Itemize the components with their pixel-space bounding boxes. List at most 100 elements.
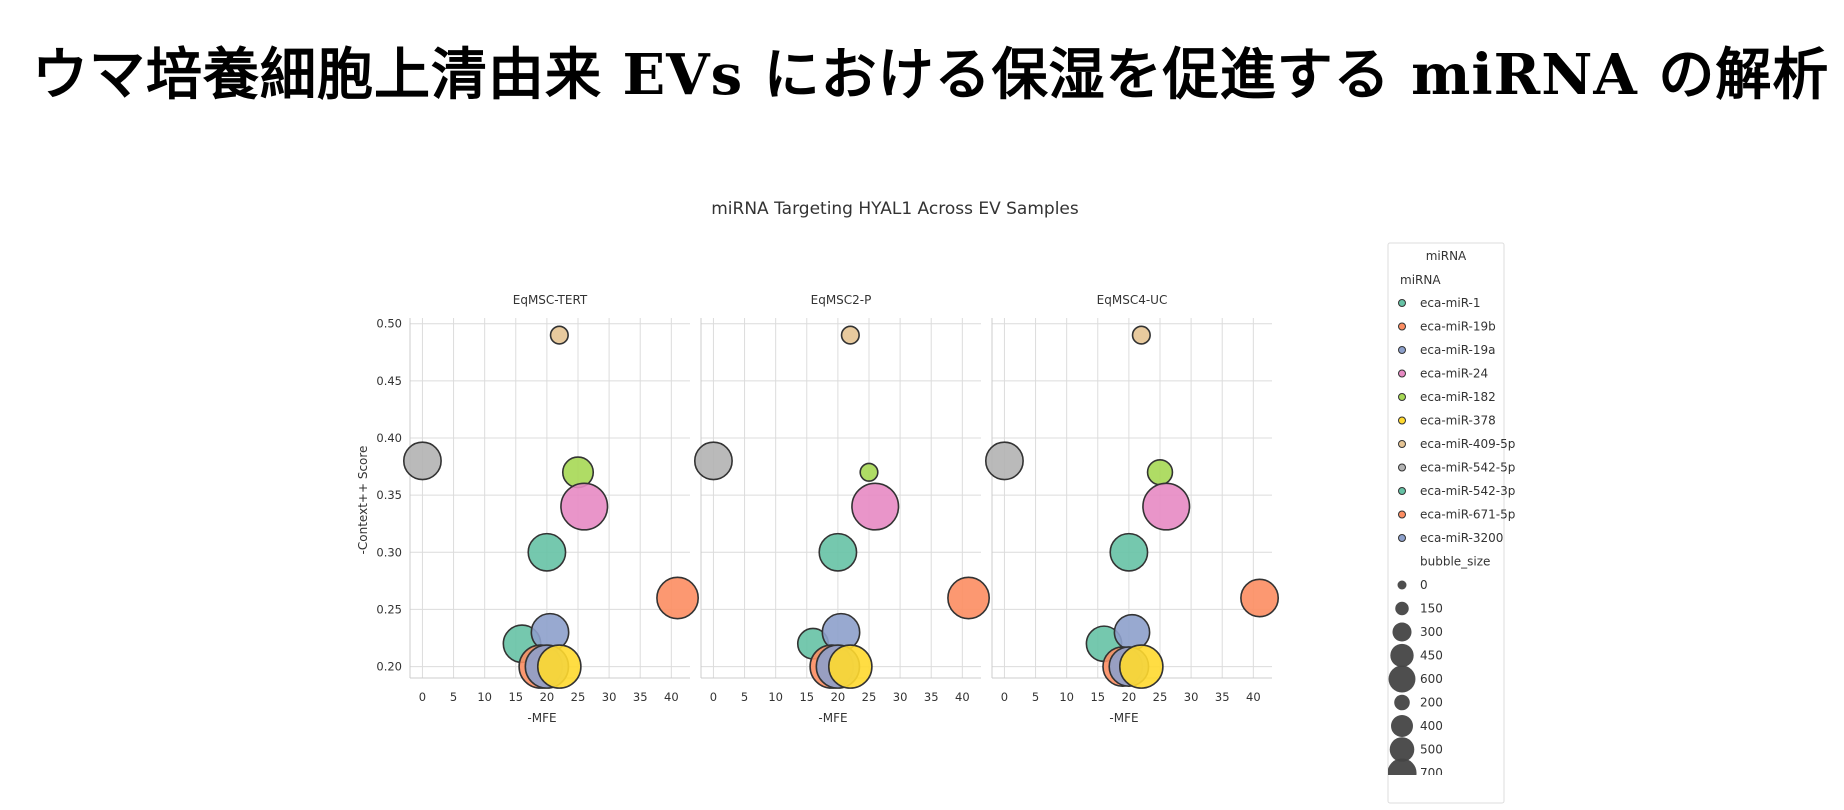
y-tick-label: 0.40	[376, 431, 402, 445]
x-tick-label: 35	[924, 690, 939, 704]
legend-marker	[1398, 346, 1406, 354]
bubble-point	[1109, 532, 1149, 572]
x-tick-label: 10	[768, 690, 783, 704]
bubble-point	[859, 462, 879, 482]
x-axis-label: -MFE	[527, 711, 556, 725]
cut-off-text	[155, 788, 1655, 810]
legend-size-label: 200	[1420, 696, 1443, 710]
legend-item-label: eca-miR-19b	[1420, 320, 1496, 334]
legend-marker	[1398, 393, 1406, 401]
bubble-point	[1118, 644, 1164, 689]
y-axis-label: -Context++ Score	[356, 446, 370, 555]
x-tick-label: 30	[1184, 690, 1199, 704]
legend-size-label: 0	[1420, 578, 1428, 592]
x-tick-label: 0	[1001, 690, 1008, 704]
legend-item-label: eca-miR-3200	[1420, 531, 1503, 545]
x-tick-label: 15	[799, 690, 814, 704]
bubble-point	[693, 441, 733, 481]
y-tick-label: 0.20	[376, 660, 402, 674]
legend-item-label: eca-miR-671-5p	[1420, 508, 1515, 522]
bubble-point	[536, 644, 582, 689]
legend-marker	[1398, 322, 1406, 331]
page-title: ウマ培養細胞上清由来 EVs における保湿を促進する miRNA の解析	[32, 42, 1830, 108]
legend-hue-title: miRNA	[1400, 273, 1441, 287]
legend-item-label: eca-miR-542-5p	[1420, 461, 1515, 475]
legend-size-title: bubble_size	[1420, 555, 1490, 569]
legend-size-label: 600	[1420, 672, 1443, 686]
x-tick-label: 35	[1215, 690, 1230, 704]
bubble-point	[984, 441, 1024, 481]
legend-marker	[1398, 463, 1406, 472]
legend-title: miRNA	[1426, 249, 1467, 263]
chart-panel: EqMSC2-P 0 5 10 15 20 25 30 35 40	[693, 293, 990, 704]
y-tick-label: 0.25	[376, 602, 402, 616]
bubble-point	[1142, 482, 1191, 531]
x-tick-label: 10	[1059, 690, 1074, 704]
legend-size-marker	[1388, 665, 1416, 693]
chart-legend: miRNA miRNA eca-miR-1 eca-miR-19b eca-miR-19…	[1387, 242, 1515, 804]
x-tick-label: 35	[633, 690, 648, 704]
legend-frame	[1387, 242, 1505, 804]
x-tick-label: 40	[955, 690, 970, 704]
x-axis-label: -MFE	[818, 711, 847, 725]
legend-item-label: eca-miR-378	[1420, 414, 1496, 428]
legend-size-label: 450	[1420, 649, 1443, 663]
legend-size-label: 400	[1420, 719, 1443, 733]
y-tick-label: 0.35	[376, 488, 402, 502]
legend-marker	[1398, 299, 1406, 307]
legend-size-marker	[1397, 580, 1407, 590]
bubble-point	[549, 325, 569, 345]
x-tick-label: 25	[1153, 690, 1168, 704]
legend-item-label: eca-miR-409-5p	[1420, 437, 1515, 451]
legend-marker	[1398, 510, 1406, 519]
bubble-point	[1240, 578, 1280, 618]
legend-size-marker	[1391, 715, 1413, 737]
bubble-point	[851, 482, 900, 531]
bubble-point	[1146, 459, 1174, 486]
bubble-point	[818, 532, 858, 572]
chart-panel: EqMSC4-UC 0 5 10 15 20 25 30 35 40	[984, 293, 1280, 704]
legend-size-label: 700	[1420, 766, 1443, 780]
legend-size-marker	[1388, 758, 1417, 775]
legend-size-marker	[1392, 622, 1412, 642]
x-tick-label: 20	[1122, 690, 1137, 704]
y-tick-label: 0.50	[376, 317, 402, 331]
panel-title: EqMSC-TERT	[513, 293, 588, 307]
x-axis-label: -MFE	[1109, 711, 1138, 725]
chart-panels: EqMSC-TERT 0 5 10 15 20 25 30 35 40 0.20 0.25 0.30 0.…	[376, 293, 1280, 704]
x-tick-label: 25	[571, 690, 586, 704]
x-tick-label: 15	[1090, 690, 1105, 704]
legend-size-label: 150	[1420, 602, 1443, 616]
legend-size-group: 0 150 300 450 600 200 400 500 700	[1388, 578, 1443, 780]
x-tick-label: 5	[741, 690, 748, 704]
panel-title: EqMSC2-P	[811, 293, 872, 307]
legend-marker	[1398, 487, 1406, 495]
x-tick-label: 40	[1246, 690, 1261, 704]
x-tick-label: 10	[477, 690, 492, 704]
legend-item-label: eca-miR-182	[1420, 390, 1496, 404]
legend-item-label: eca-miR-1	[1420, 296, 1481, 310]
x-tick-label: 40	[664, 690, 679, 704]
legend-marker	[1398, 369, 1406, 378]
chart-title: miRNA Targeting HYAL1 Across EV Samples	[711, 199, 1079, 219]
legend-size-label: 300	[1420, 625, 1443, 639]
x-tick-label: 15	[508, 690, 523, 704]
x-tick-label: 20	[540, 690, 555, 704]
x-tick-label: 5	[450, 690, 457, 704]
y-tick-label: 0.45	[376, 374, 402, 388]
bubble-point	[560, 482, 609, 531]
y-tick-label: 0.30	[376, 545, 402, 559]
legend-size-marker	[1395, 601, 1409, 616]
legend-size-marker	[1389, 737, 1415, 762]
legend-marker	[1398, 534, 1406, 542]
bubble-point	[840, 325, 860, 345]
x-tick-label: 30	[893, 690, 908, 704]
legend-size-marker	[1394, 694, 1410, 711]
panel-title: EqMSC4-UC	[1097, 293, 1168, 307]
x-tick-label: 25	[862, 690, 877, 704]
x-tick-label: 20	[831, 690, 846, 704]
bubble-point	[1131, 325, 1151, 345]
legend-size-label: 500	[1420, 743, 1443, 757]
bubble-point	[527, 532, 567, 572]
